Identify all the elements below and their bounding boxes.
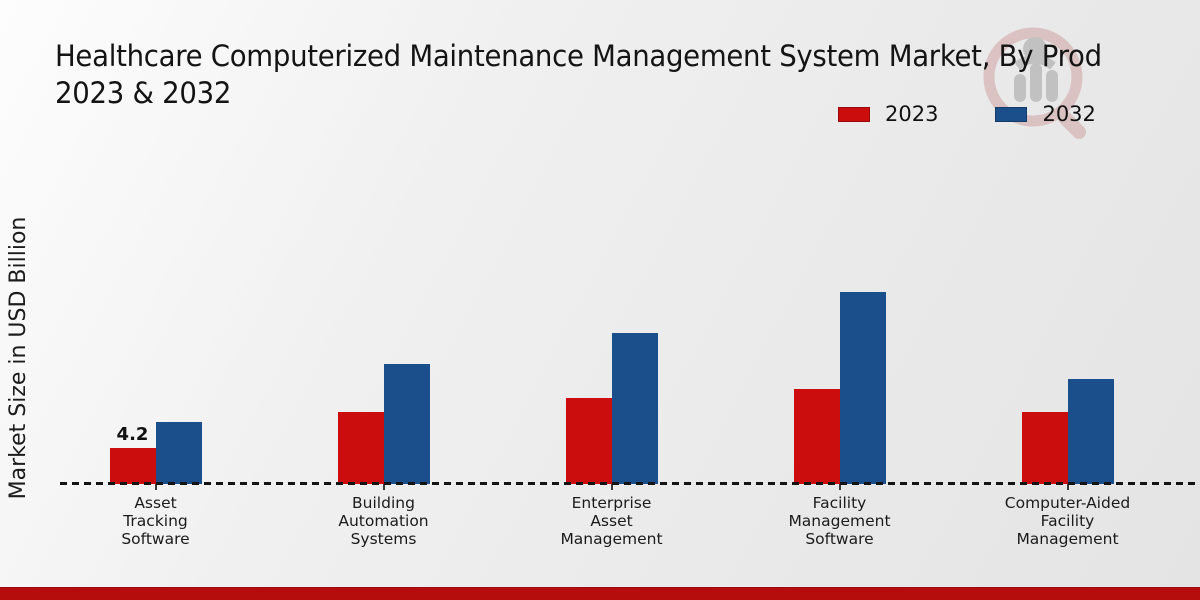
legend-swatch-2032 — [995, 106, 1028, 122]
legend-item-2032: 2032 — [995, 102, 1096, 126]
x-axis-tick-computer-aided-facility-management — [1066, 484, 1069, 490]
bar-2032-asset-tracking-software — [155, 422, 202, 484]
category-label-asset-tracking-software: Asset Tracking Software — [121, 494, 190, 548]
category-label-enterprise-asset-management: Enterprise Asset Management — [560, 494, 663, 548]
chart-title-line1: Healthcare Computerized Maintenance Mana… — [55, 39, 1102, 73]
bar-2023-facility-management-software — [793, 389, 840, 484]
bar-2032-facility-management-software — [839, 292, 886, 484]
category-label-building-automation-systems: Building Automation Systems — [338, 494, 429, 548]
bar-2032-computer-aided-facility-management — [1067, 379, 1114, 484]
legend-label-2032: 2032 — [1042, 102, 1096, 126]
bar-2032-building-automation-systems — [383, 364, 430, 484]
category-label-computer-aided-facility-management: Computer-Aided Facility Management — [1004, 494, 1131, 548]
x-axis-tick-facility-management-software — [838, 484, 841, 490]
x-axis-tick-building-automation-systems — [382, 484, 385, 490]
chart-title-line2: 2023 & 2032 — [55, 76, 232, 110]
bar-2023-enterprise-asset-management — [565, 398, 612, 484]
bar-2023-computer-aided-facility-management — [1021, 412, 1068, 484]
chart-title: Healthcare Computerized Maintenance Mana… — [55, 38, 1102, 112]
legend-swatch-2023 — [838, 106, 870, 122]
legend-label-2023: 2023 — [885, 102, 939, 126]
category-label-facility-management-software: Facility Management Software — [788, 494, 891, 548]
magnifier-chart-logo-icon — [983, 27, 1087, 140]
footer-strip — [0, 587, 1200, 600]
legend: 2023 2032 — [838, 102, 1096, 126]
legend-item-2023: 2023 — [838, 102, 938, 126]
x-axis-dashed-baseline — [60, 482, 1197, 485]
x-axis-tick-asset-tracking-software — [154, 484, 157, 490]
bar-2023-building-automation-systems — [337, 412, 384, 484]
x-axis-tick-enterprise-asset-management — [610, 484, 613, 490]
value-label-2023-asset-tracking-software: 4.2 — [116, 424, 149, 445]
bar-2023-asset-tracking-software — [109, 448, 156, 484]
bar-2032-enterprise-asset-management — [611, 333, 658, 484]
